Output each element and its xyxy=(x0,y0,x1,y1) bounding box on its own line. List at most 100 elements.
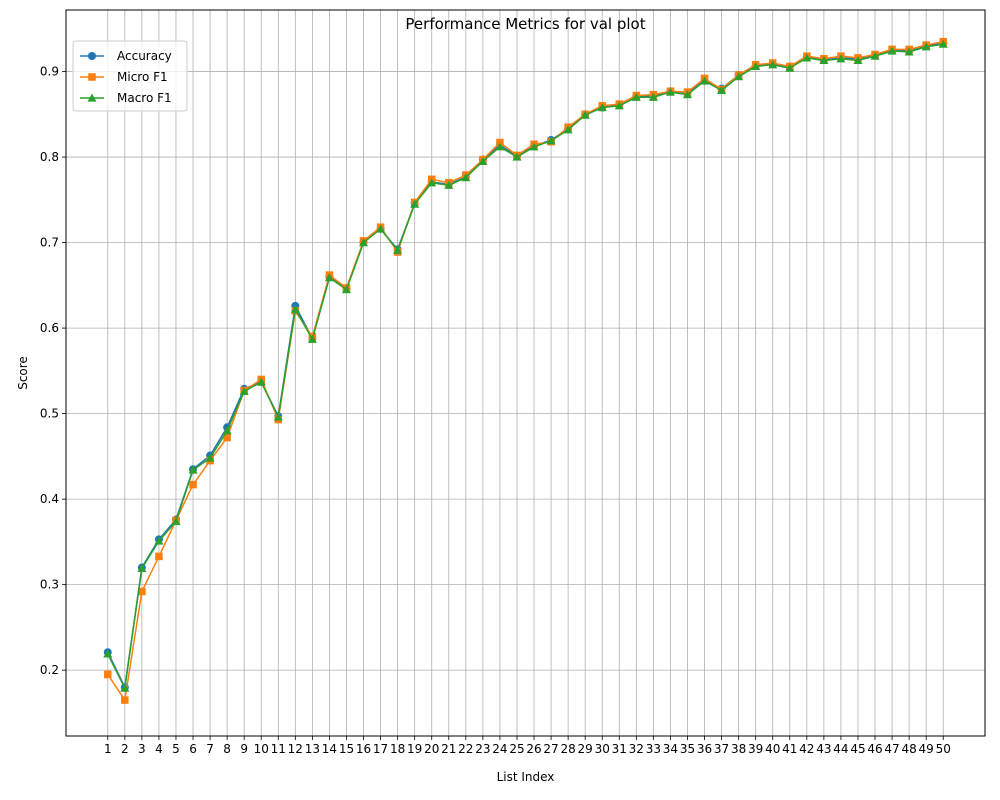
macro-f1-point xyxy=(887,46,897,55)
macro-f1-point xyxy=(717,85,727,94)
x-tick-label: 20 xyxy=(424,742,439,756)
micro-f1-point xyxy=(223,433,231,442)
x-tick-label: 1 xyxy=(104,742,112,756)
macro-f1-point xyxy=(529,142,539,151)
x-tick-label: 47 xyxy=(884,742,899,756)
x-tick-label: 6 xyxy=(189,742,197,756)
macro-f1-point xyxy=(648,92,658,101)
plot-frame xyxy=(65,9,986,737)
y-tick-label: 0.3 xyxy=(40,578,59,592)
accuracy-line xyxy=(107,42,944,689)
legend-items: Accuracy Micro F1 Macro F1 xyxy=(80,49,172,105)
macro-f1-point xyxy=(870,51,880,60)
x-tick-label: 44 xyxy=(833,742,848,756)
macro-f1-point xyxy=(120,683,130,692)
legend-item-micro-f1: Micro F1 xyxy=(80,70,168,84)
x-tick-label: 13 xyxy=(305,742,320,756)
macro-f1-point xyxy=(273,412,283,421)
x-tick-label: 14 xyxy=(322,742,337,756)
x-tick-label: 15 xyxy=(339,742,354,756)
legend-marker-micro-f1 xyxy=(88,73,96,81)
macro-f1-point xyxy=(853,55,863,65)
y-tick-label: 0.2 xyxy=(40,663,59,677)
x-tick-label: 22 xyxy=(458,742,473,756)
legend: Accuracy Micro F1 Macro F1 xyxy=(72,40,188,112)
legend-marker-macro-f1 xyxy=(87,93,97,102)
x-tick-label: 12 xyxy=(288,742,303,756)
macro-f1-point xyxy=(546,136,556,145)
series-macro-f1 xyxy=(103,39,948,692)
x-tick-label: 7 xyxy=(206,742,214,756)
legend-label-accuracy: Accuracy xyxy=(117,49,172,63)
macro-f1-point xyxy=(359,238,369,247)
macro-f1-point xyxy=(307,334,317,343)
x-tick-label: 45 xyxy=(850,742,865,756)
macro-f1-point xyxy=(512,152,522,161)
x-tick-label: 32 xyxy=(629,742,644,756)
x-tick-label: 31 xyxy=(612,742,627,756)
x-tick-label: 38 xyxy=(731,742,746,756)
x-tick-label: 30 xyxy=(595,742,610,756)
y-axis-title: Score xyxy=(16,356,30,390)
x-tick-label: 43 xyxy=(816,742,831,756)
legend-marker-accuracy xyxy=(88,52,96,60)
macro-f1-point xyxy=(904,47,914,56)
micro-f1-point xyxy=(121,696,129,704)
macro-f1-point xyxy=(597,102,607,112)
x-tick-label: 16 xyxy=(356,742,371,756)
x-axis-title: List Index xyxy=(497,770,555,784)
x-tick-label: 19 xyxy=(407,742,422,756)
x-tick-label: 50 xyxy=(936,742,951,756)
series-accuracy xyxy=(103,39,948,692)
macro-f1-point xyxy=(239,386,249,395)
macro-f1-point xyxy=(341,285,351,294)
x-tick-label: 11 xyxy=(271,742,286,756)
macro-f1-point xyxy=(478,156,488,165)
x-tick-label: 2 xyxy=(121,742,129,756)
macro-f1-point xyxy=(580,110,590,119)
macro-f1-line xyxy=(107,43,944,689)
legend-label-micro-f1: Micro F1 xyxy=(117,70,168,84)
macro-f1-point xyxy=(461,173,471,182)
x-tick-label: 29 xyxy=(578,742,593,756)
x-tick-label: 37 xyxy=(714,742,729,756)
y-tick-label: 0.8 xyxy=(40,150,59,164)
y-tick-label: 0.5 xyxy=(40,407,59,421)
macro-f1-point xyxy=(290,304,300,313)
macro-f1-point xyxy=(324,273,334,282)
macro-f1-point xyxy=(563,125,573,134)
macro-f1-point xyxy=(614,101,624,110)
macro-f1-point xyxy=(819,55,829,65)
macro-f1-point xyxy=(256,377,266,386)
macro-f1-point xyxy=(682,90,692,99)
x-tick-label: 40 xyxy=(765,742,780,756)
macro-f1-point xyxy=(205,453,215,462)
legend-label-macro-f1: Macro F1 xyxy=(117,91,172,105)
x-tick-label: 26 xyxy=(526,742,541,756)
chart-title: Performance Metrics for val plot xyxy=(405,15,645,33)
macro-f1-point xyxy=(171,516,181,525)
grid xyxy=(66,10,985,736)
x-tick-label: 27 xyxy=(543,742,558,756)
x-tick-label: 24 xyxy=(492,742,507,756)
y-tick-label: 0.6 xyxy=(40,321,59,335)
x-tick-label: 3 xyxy=(138,742,146,756)
axis-ticks: 1 2 3 4 5 6 7 8 9 10 11 12 13 14 15 16 17 18 19 20 21 22 23 24 2… xyxy=(40,65,951,756)
macro-f1-point xyxy=(631,92,641,101)
x-tick-label: 8 xyxy=(223,742,231,756)
micro-f1-line xyxy=(107,40,944,701)
macro-f1-point xyxy=(410,199,420,208)
x-tick-label: 49 xyxy=(919,742,934,756)
macro-f1-point xyxy=(495,142,505,151)
x-tick-label: 46 xyxy=(867,742,882,756)
macro-f1-point xyxy=(188,465,198,474)
legend-box xyxy=(72,40,188,112)
micro-f1-point xyxy=(189,480,197,489)
x-tick-label: 39 xyxy=(748,742,763,756)
macro-f1-point xyxy=(768,60,778,69)
macro-f1-point xyxy=(393,245,403,254)
x-tick-label: 10 xyxy=(254,742,269,756)
x-tick-label: 28 xyxy=(560,742,575,756)
